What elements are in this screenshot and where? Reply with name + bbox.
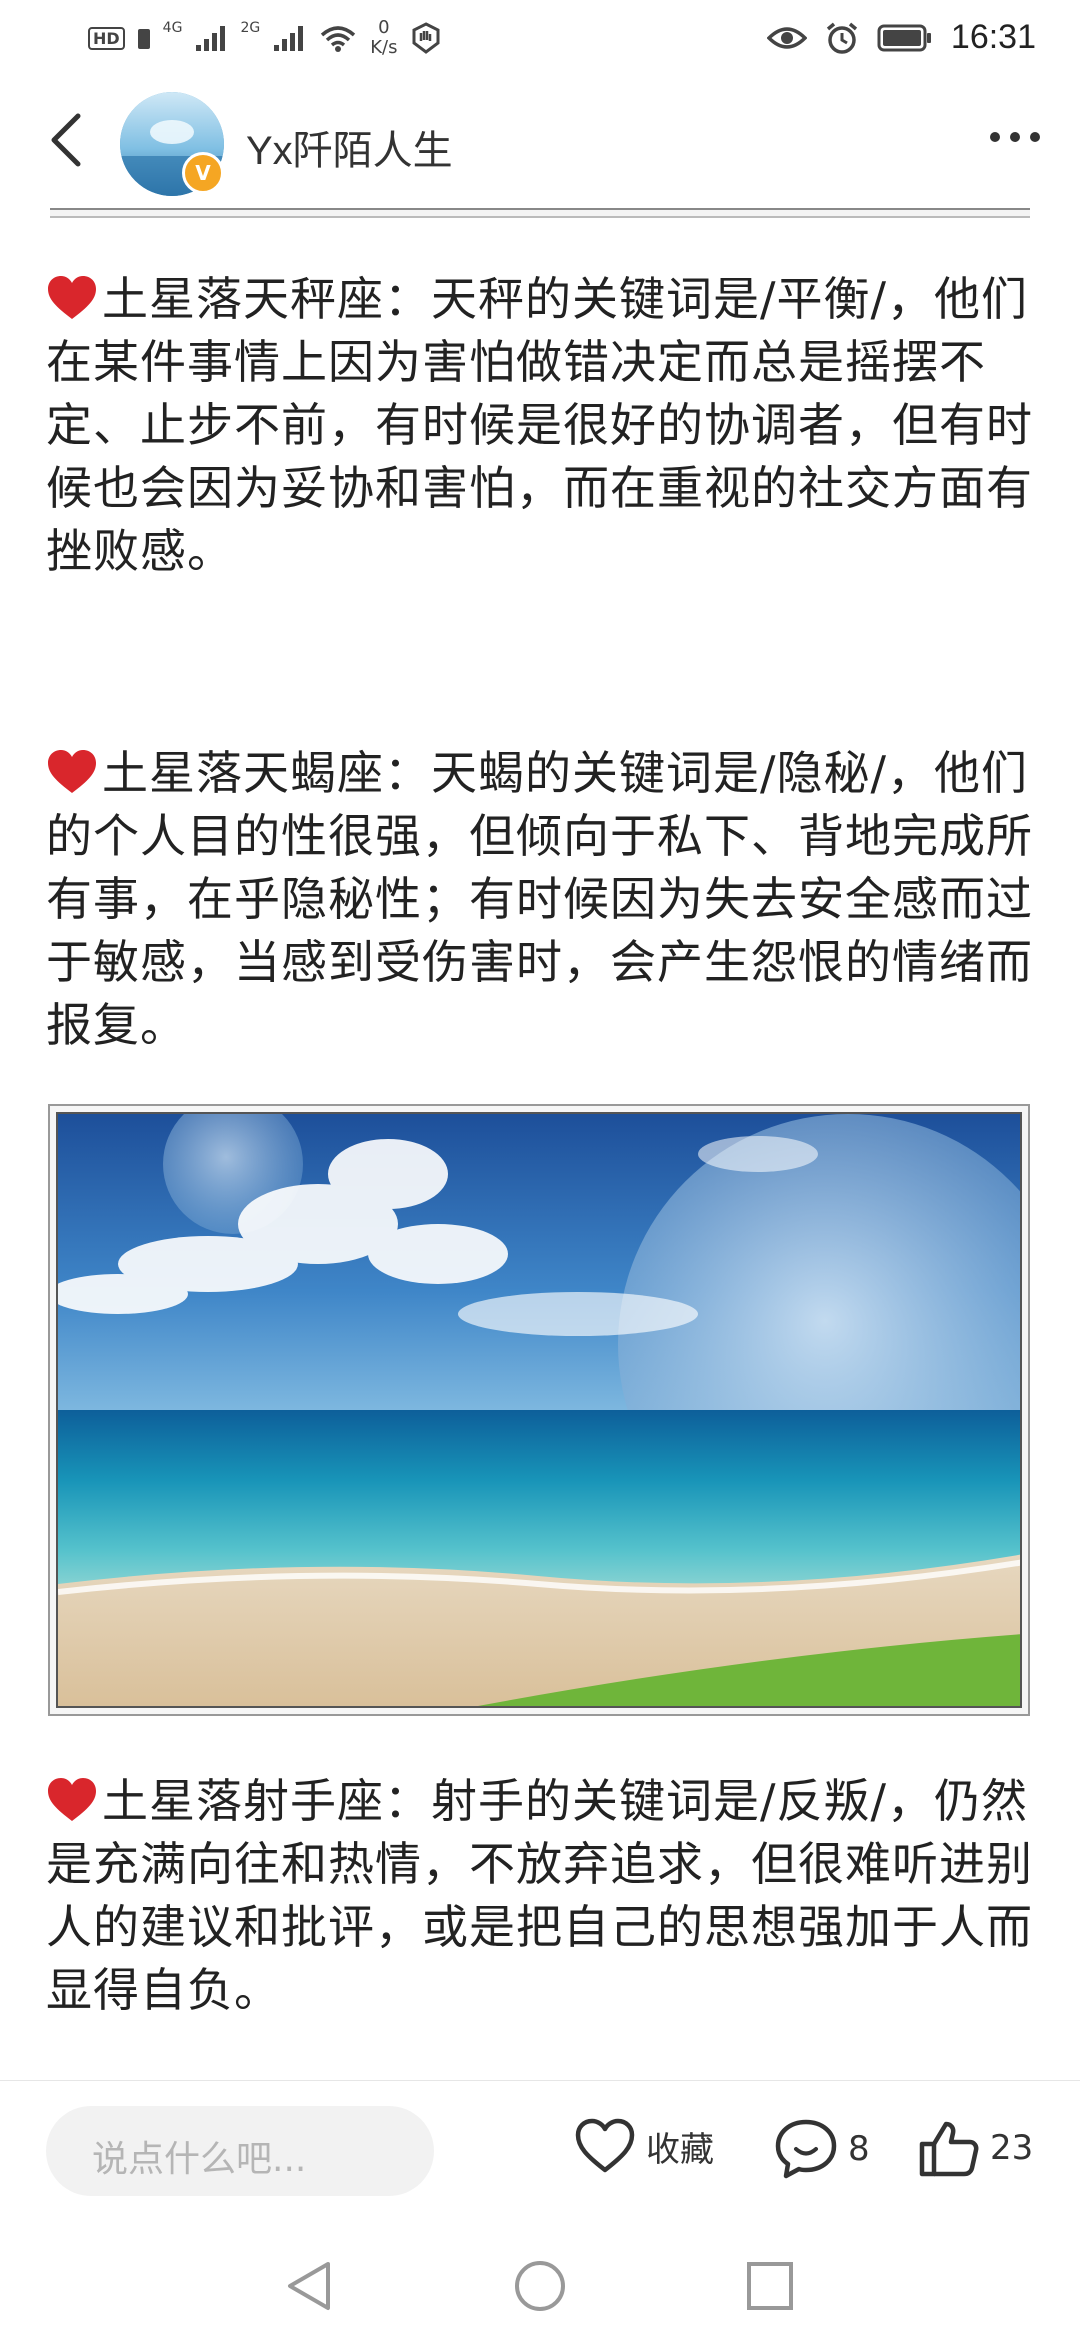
beach-planet-image — [58, 1114, 1020, 1706]
more-options-button[interactable] — [990, 132, 1040, 142]
nav-home-button[interactable] — [512, 2258, 568, 2318]
heart-icon — [48, 276, 96, 319]
wifi-icon — [318, 23, 358, 53]
image-frame-edge — [50, 208, 1030, 218]
sim-icon — [137, 25, 151, 51]
network-type-2: 2G — [240, 20, 261, 36]
nav-back-button[interactable] — [284, 2258, 334, 2318]
comment-count: 8 — [848, 2129, 870, 2169]
triangle-back-icon — [288, 2262, 330, 2310]
system-nav-bar — [0, 2240, 1080, 2340]
post-paragraph: 土星落射手座：射手的关键词是/反叛/，仍然是充满向往和热情，不放弃追求，但很难听… — [46, 1770, 1036, 2022]
comment-icon — [775, 2119, 837, 2179]
like-button[interactable]: 23 — [918, 2118, 1033, 2178]
heart-outline-icon — [575, 2118, 635, 2173]
more-dot — [990, 132, 1000, 142]
post-image — [56, 1112, 1022, 1708]
post-header: V Yx阡陌人生 — [0, 80, 1080, 210]
post-paragraph: 土星落天蝎座：天蝎的关键词是/隐秘/，他们的个人目的性很强，但倾向于私下、背地完… — [46, 742, 1036, 1057]
hand-icon — [409, 21, 443, 55]
comment-input[interactable]: 说点什么吧... — [46, 2106, 434, 2196]
status-bar: HD 4G 2G 0 K/s 16:31 — [0, 0, 1080, 80]
square-recents-icon — [747, 2262, 793, 2310]
battery-icon — [877, 23, 933, 53]
hd-badge: HD — [88, 26, 125, 50]
more-dot — [1030, 132, 1040, 142]
clock: 16:31 — [950, 18, 1036, 56]
net-speed-value: 0 — [378, 17, 390, 38]
favorite-label: 收藏 — [646, 2129, 714, 2170]
net-speed: 0 K/s — [370, 18, 397, 58]
circle-home-icon — [515, 2261, 565, 2311]
heart-icon — [48, 750, 96, 793]
username[interactable]: Yx阡陌人生 — [246, 129, 453, 173]
signal-icon-1 — [194, 23, 228, 53]
like-count: 23 — [990, 2128, 1034, 2168]
bottom-divider — [0, 2080, 1080, 2081]
back-button[interactable] — [44, 110, 104, 180]
comment-placeholder: 说点什么吧... — [92, 2139, 307, 2180]
more-dot — [1010, 132, 1020, 142]
network-type-1: 4G — [162, 20, 183, 36]
net-speed-unit: K/s — [370, 37, 398, 58]
verified-badge: V — [182, 152, 224, 194]
post-paragraph: 土星落天秤座：天秤的关键词是/平衡/，他们在某件事情上因为害怕做错决定而总是摇摆… — [46, 268, 1036, 583]
paragraph-text: 土星落天秤座：天秤的关键词是/平衡/，他们在某件事情上因为害怕做错决定而总是摇摆… — [46, 272, 1033, 578]
signal-icon-2 — [272, 23, 306, 53]
paragraph-text: 土星落天蝎座：天蝎的关键词是/隐秘/，他们的个人目的性很强，但倾向于私下、背地完… — [46, 746, 1033, 1052]
comment-button[interactable]: 8 — [774, 2118, 870, 2180]
nav-recents-button[interactable] — [744, 2258, 796, 2318]
alarm-icon — [825, 21, 859, 55]
chevron-left-icon — [51, 113, 81, 167]
post-image-frame[interactable] — [48, 1104, 1030, 1716]
heart-icon — [48, 1778, 96, 1821]
eye-icon — [766, 24, 807, 52]
favorite-button[interactable]: 收藏 — [574, 2118, 714, 2174]
thumbs-up-icon — [919, 2121, 979, 2177]
paragraph-text: 土星落射手座：射手的关键词是/反叛/，仍然是充满向往和热情，不放弃追求，但很难听… — [46, 1774, 1033, 2017]
